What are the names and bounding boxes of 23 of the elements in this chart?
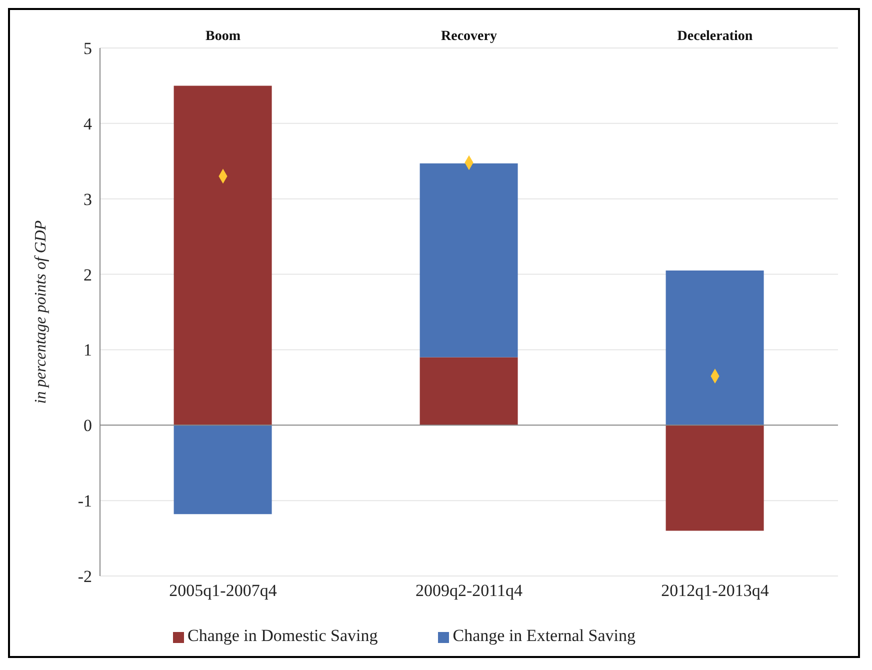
bar <box>420 357 518 426</box>
bar <box>420 163 518 358</box>
y-tick-label: 2 <box>84 265 92 284</box>
y-tick-label: 1 <box>84 340 92 360</box>
text: Deceleration <box>677 29 753 44</box>
y-tick-label: -1 <box>78 492 92 511</box>
x-tick-label: 2005q1-2007q4 <box>169 581 278 600</box>
text: Boom <box>206 29 241 44</box>
y-tick-label: 5 <box>84 39 92 58</box>
bar <box>666 270 764 426</box>
y-axis-title: in percentage points of GDP <box>32 220 50 404</box>
bar <box>174 86 272 426</box>
y-tick-label: 4 <box>84 114 92 134</box>
text: Recovery <box>441 29 497 44</box>
legend-label: Change in Domestic Saving <box>188 626 378 645</box>
x-tick-label: 2009q2-2011q4 <box>415 581 524 600</box>
y-tick-label: -2 <box>78 567 92 586</box>
y-tick-label: 0 <box>84 416 92 436</box>
y-tick-label: 3 <box>84 190 92 209</box>
legend-label: Change in External Saving <box>452 626 636 645</box>
x-tick-label: 2012q1-2013q4 <box>661 581 770 600</box>
bar <box>174 425 272 514</box>
bar <box>666 425 764 531</box>
